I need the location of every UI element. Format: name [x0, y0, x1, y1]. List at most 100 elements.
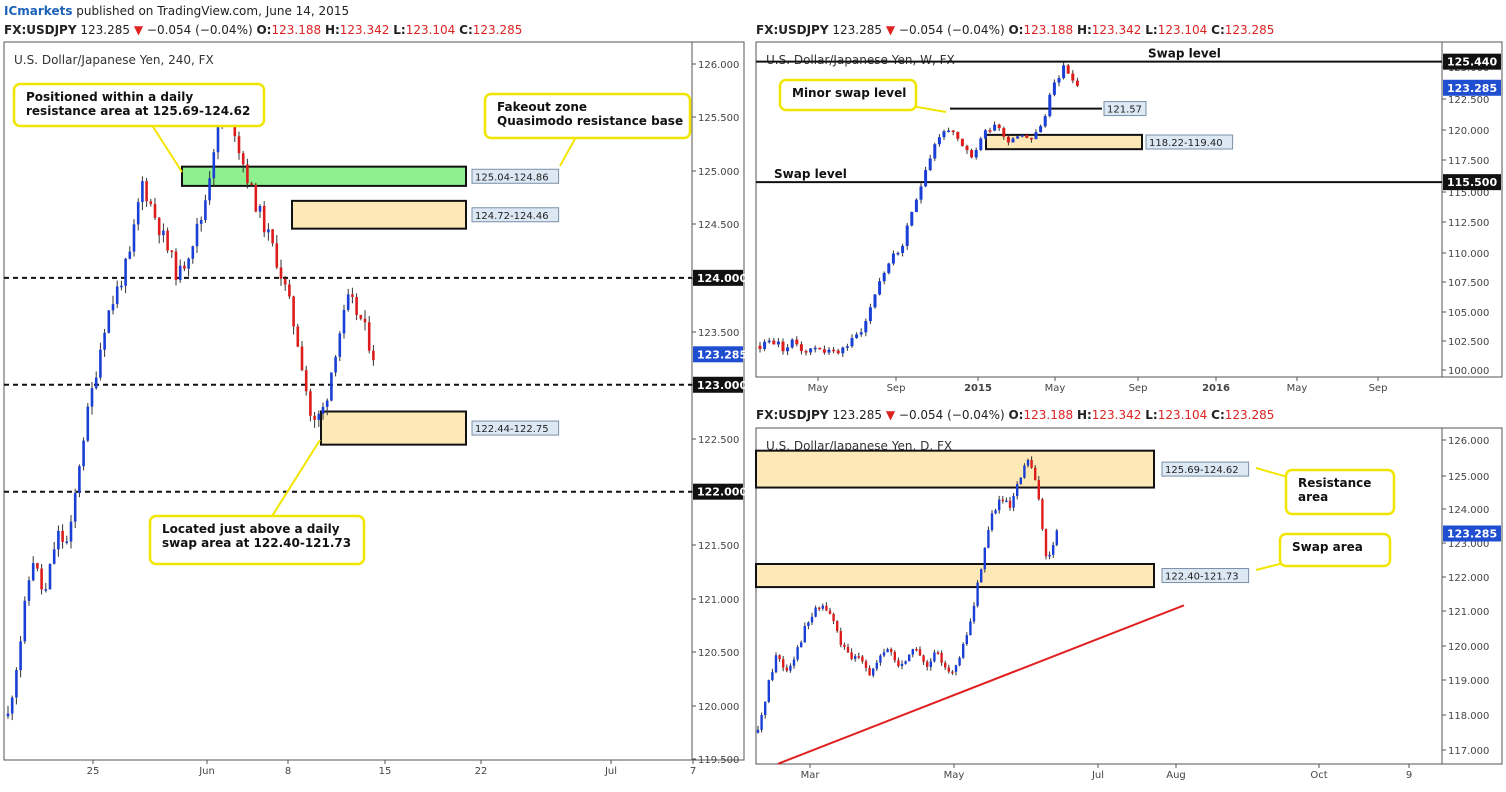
candle-body [933, 652, 936, 662]
zone-box [985, 133, 1143, 151]
candle-body [1039, 126, 1043, 133]
candle-body [52, 549, 56, 564]
candle-body [216, 122, 220, 153]
candle-body [951, 671, 954, 674]
candle-body [800, 642, 803, 648]
candle-body [776, 341, 780, 345]
candle-body [786, 347, 790, 352]
zone-box [755, 449, 1155, 489]
candle-body [864, 661, 868, 668]
y-tick-label: 124.500 [698, 220, 739, 231]
candle-body [346, 294, 350, 310]
candle-body [157, 217, 161, 236]
down-arrow-icon: ▼ [133, 23, 144, 37]
x-tick-label: Sep [1369, 383, 1388, 394]
candle-body [897, 660, 900, 667]
quote-price: 123.285 [832, 23, 882, 37]
candle-body [367, 322, 371, 351]
close-label: C: [1211, 23, 1225, 37]
candle-body [846, 646, 850, 653]
candle-body [818, 347, 822, 350]
candle-body [904, 661, 907, 664]
callout-text: Resistance [1298, 476, 1371, 490]
candle-body [771, 672, 774, 681]
zone-label: 118.22-119.40 [1149, 138, 1223, 149]
open-value: 123.188 [271, 23, 322, 37]
candle-body [980, 569, 983, 583]
x-tick-label: May [808, 383, 829, 394]
candle-body [979, 138, 983, 151]
y-tick-label: 125.000 [698, 167, 739, 178]
y-tick-label: 115.000 [1448, 188, 1489, 199]
candle-body [908, 654, 911, 662]
candle-body [873, 294, 877, 308]
candle-body [922, 655, 925, 662]
zone-box [320, 410, 467, 446]
candle-body [821, 605, 824, 609]
candle-body [789, 665, 792, 671]
level-tag [1443, 174, 1501, 191]
candle-body [839, 631, 842, 645]
candle-body [1011, 138, 1015, 143]
zone-label-bg [471, 420, 560, 436]
callout-box [778, 78, 918, 112]
candle-body [1006, 136, 1010, 143]
candle-body [974, 150, 978, 158]
candle-body [782, 659, 785, 668]
chart-title: U.S. Dollar/Japanese Yen, W, FX [766, 53, 955, 67]
candle-body [355, 296, 358, 316]
candle-body [304, 370, 308, 392]
candle-body [145, 181, 148, 202]
swap-level-label: Swap level [774, 167, 847, 181]
candle-body [790, 339, 794, 348]
open-label: O: [1008, 23, 1024, 37]
quote-price: 123.285 [832, 408, 882, 422]
candle-body [868, 667, 871, 676]
candle-body [107, 310, 111, 333]
candle-body [208, 178, 211, 201]
candle-body [940, 652, 943, 663]
x-tick-label: 2015 [964, 383, 992, 394]
candle-body [905, 225, 909, 246]
candle-body [10, 697, 14, 714]
candle-body [944, 662, 947, 668]
candle-body [958, 657, 961, 666]
candle-body [942, 131, 946, 138]
candle-body [296, 326, 300, 347]
y-tick-label: 119.500 [698, 755, 739, 766]
candle-body [960, 138, 964, 146]
symbol-label: FX:USDJPY [756, 408, 829, 422]
chart-panel-2: U.S. Dollar/Japanese Yen, D, FX 126.000 12… [755, 427, 1503, 781]
candle-body [962, 644, 965, 658]
candle-body [1020, 135, 1024, 137]
x-tick-label: 22 [475, 766, 488, 777]
candle-body [896, 252, 900, 255]
candle-body [1016, 136, 1020, 139]
candle-body [1016, 484, 1019, 496]
y-tick-label: 123.500 [698, 328, 739, 339]
price-tag-label: 123.285 [1447, 528, 1497, 541]
candle-body [850, 338, 854, 347]
trendline [777, 604, 1185, 765]
candle-body [872, 668, 875, 676]
candle-body [970, 150, 974, 158]
candle-body [342, 309, 346, 334]
x-tick-label: Sep [1129, 383, 1148, 394]
candle-body [195, 223, 199, 247]
low-value: 123.104 [1157, 23, 1208, 37]
candle-body [891, 253, 895, 264]
callout-box [12, 82, 266, 128]
candle-body [882, 652, 886, 656]
candle-body [997, 124, 1001, 129]
candle-body [972, 605, 976, 622]
y-tick-label: 121.500 [698, 541, 739, 552]
candle-body [785, 667, 788, 671]
x-tick-label: Jul [604, 766, 617, 777]
y-tick-label: 120.000 [1448, 642, 1489, 653]
zone-label: 124.72-124.46 [475, 211, 549, 222]
candle-body [868, 307, 872, 322]
candle-body [241, 153, 245, 165]
brand-name[interactable]: ICmarkets [4, 4, 73, 18]
